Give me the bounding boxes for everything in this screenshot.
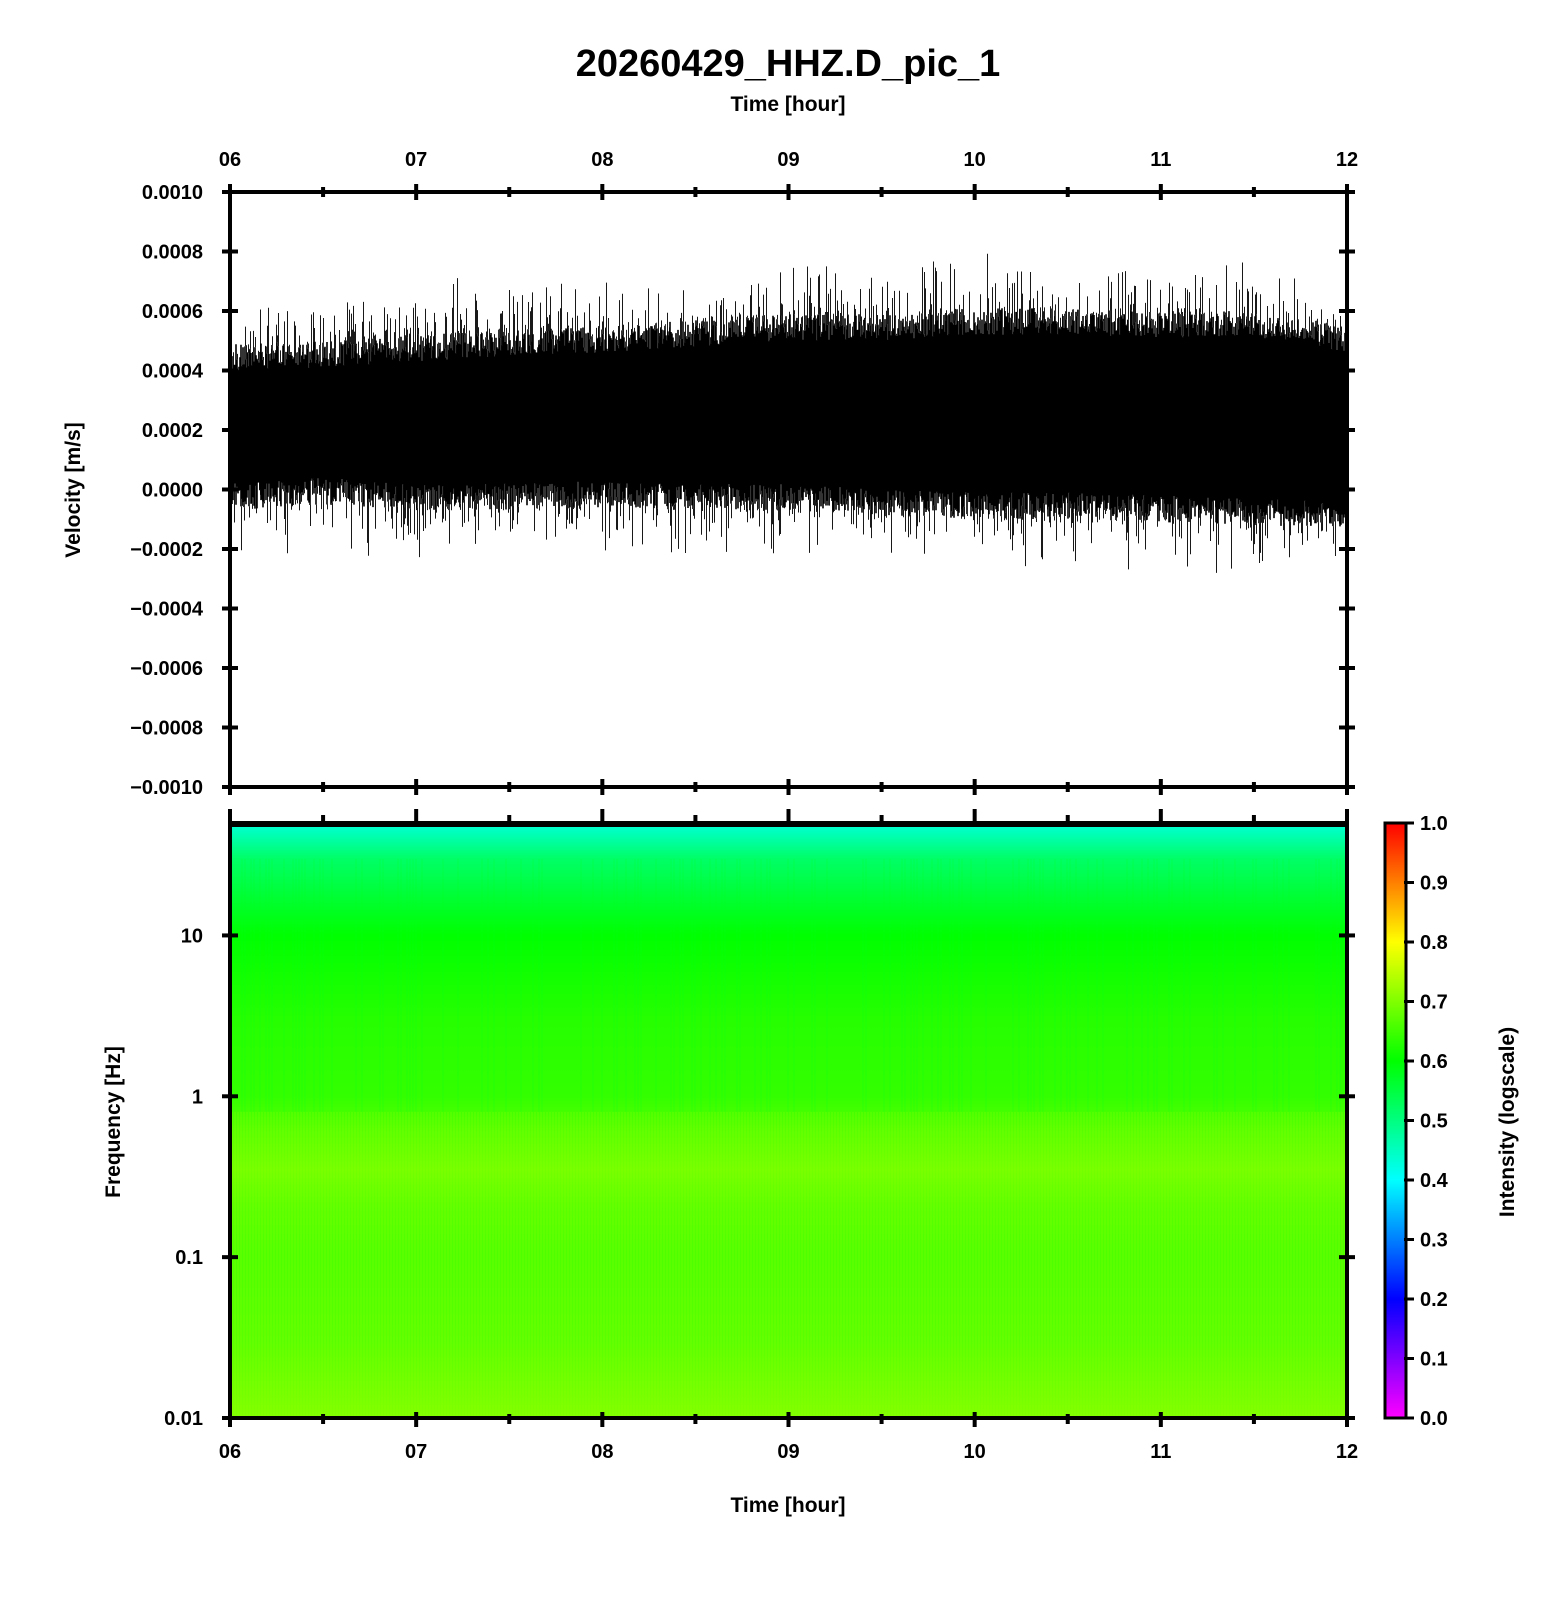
waveform-y-tick-label: −0.0010 [130,777,203,799]
waveform-top-x-tick-label: 07 [405,149,427,171]
spectrogram-x-ticks: 06 07 08 09 10 11 12 [219,809,1358,1463]
spectrogram-x-tick-label: 08 [591,1441,613,1463]
waveform-y-tick-label: 0.0008 [142,242,203,264]
waveform-y-axis-label: Velocity [m/s] [62,422,85,557]
colorbar-tick-label: 0.2 [1420,1289,1448,1311]
spectrogram-x-tick-label: 11 [1150,1441,1171,1463]
waveform-y-tick-label: 0.0000 [142,480,203,502]
colorbar-tick-label: 0.3 [1420,1230,1448,1252]
colorbar-tick-label: 0.0 [1420,1408,1448,1430]
waveform-trace [230,253,1347,573]
spectrogram-x-tick-label: 12 [1336,1441,1358,1463]
spectrogram-x-tick-label: 07 [405,1441,427,1463]
spectrogram-y-ticks: 0.01 0.1 1 10 [164,925,1355,1430]
waveform-top-x-tick-label: 06 [219,149,241,171]
spectrogram-x-axis-label: Time [hour] [730,1494,845,1517]
waveform-top-x-tick-label: 09 [777,149,799,171]
spectrogram-field [230,823,1347,1418]
colorbar-ticks: 0.0 0.1 0.2 0.3 0.4 0.5 0.6 0.7 0.8 0.9 1.0 [1404,813,1449,1430]
colorbar-tick-label: 0.4 [1420,1170,1449,1192]
waveform-y-ticks: 0.0010 0.0008 0.0006 0.0004 0.0002 0.0000 −0.0… [130,182,1355,799]
waveform-y-tick-label: 0.0006 [142,301,203,323]
waveform-y-tick-label: 0.0004 [142,361,204,383]
waveform-top-x-tick-label: 10 [964,149,986,171]
spectrogram-x-tick-label: 06 [219,1441,241,1463]
colorbar-gradient [1383,821,1408,1420]
chart-title: 20260429_HHZ.D_pic_1 [576,43,1001,85]
colorbar-tick-label: 0.6 [1420,1051,1448,1073]
waveform-top-x-tick-label: 12 [1336,149,1358,171]
colorbar-tick-label: 1.0 [1420,813,1448,835]
waveform-y-tick-label: 0.0010 [142,182,203,204]
waveform-y-tick-label: 0.0002 [142,420,203,442]
spectrogram-panel: 06 07 08 09 10 11 12 0.01 0.1 1 10 Frequency [Hz]… [102,809,1358,1517]
waveform-top-x-tick-label: 08 [591,149,613,171]
spectrogram-y-tick-label: 0.01 [164,1408,203,1430]
waveform-y-tick-label: −0.0002 [130,539,203,561]
spectrogram-texture [231,858,1346,1418]
colorbar-label: Intensity (logscale) [1496,1027,1519,1217]
colorbar-tick-label: 0.9 [1420,873,1448,895]
waveform-trace-body [230,308,1347,527]
colorbar-tick-label: 0.5 [1420,1111,1448,1133]
spectrogram-y-tick-label: 10 [181,925,203,947]
waveform-top-x-axis-label: Time [hour] [730,93,845,116]
colorbar-tick-label: 0.7 [1420,992,1448,1014]
spectrogram-y-tick-label: 1 [192,1086,203,1108]
spectrogram-x-tick-label: 09 [777,1441,799,1463]
colorbar-tick-label: 0.1 [1420,1349,1448,1371]
spectrogram-x-tick-label: 10 [964,1441,986,1463]
colorbar-tick-label: 0.8 [1420,932,1448,954]
waveform-top-x-tick-label: 11 [1150,149,1171,171]
waveform-panel: 06 07 08 09 10 11 12 0.00100.00080.00060.00040… [62,149,1358,799]
spectrogram-y-axis-label: Frequency [Hz] [102,1046,125,1198]
waveform-y-tick-label: −0.0006 [130,658,203,680]
colorbar: 0.0 0.1 0.2 0.3 0.4 0.5 0.6 0.7 0.8 0.9 1.0 Intens… [1383,813,1519,1430]
waveform-y-tick-label: −0.0008 [130,718,203,740]
waveform-y-tick-label: −0.0004 [130,599,204,621]
spectrogram-texture-high [241,858,1341,1112]
spectrogram-y-tick-label: 0.1 [175,1247,203,1269]
